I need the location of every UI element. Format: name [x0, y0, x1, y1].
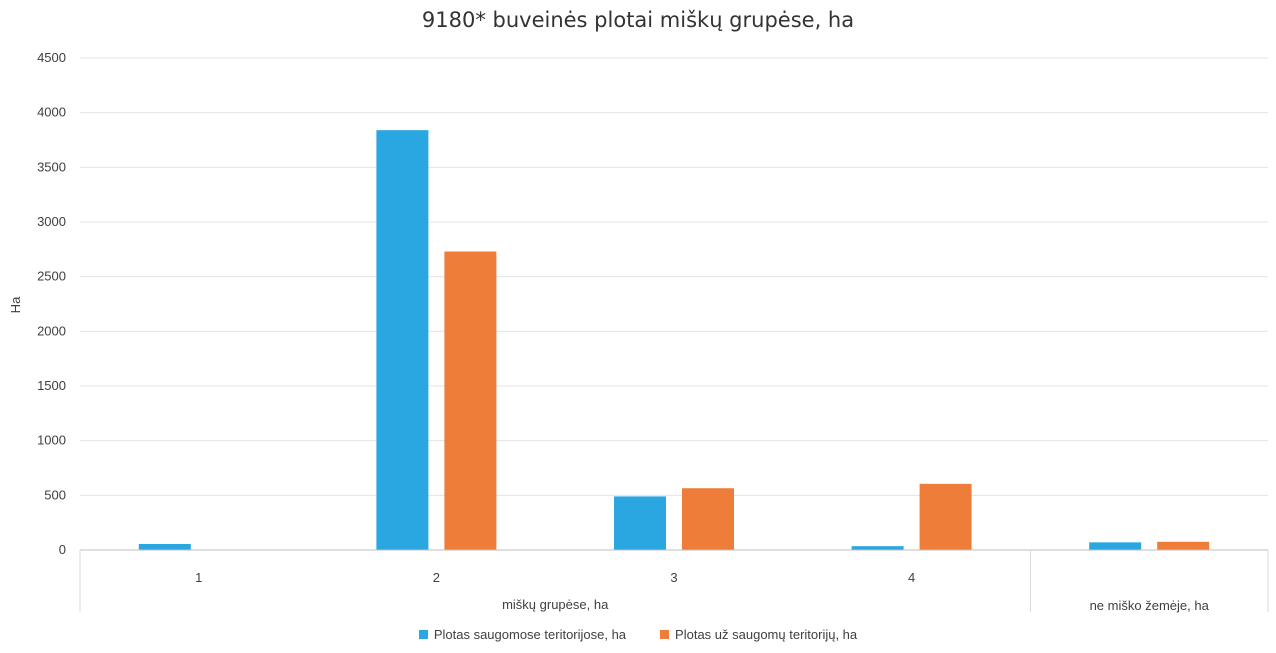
y-tick-label-3500: 3500	[37, 159, 66, 174]
x-tick-label-2: 2	[433, 570, 440, 585]
bar-series1-cat4	[1157, 541, 1210, 550]
bar-series0-cat4	[1089, 542, 1142, 550]
x-tick-label-1: 1	[195, 570, 202, 585]
bars	[138, 130, 1210, 550]
legend-item-outside: Plotas už saugomų teritorijų, ha	[660, 627, 857, 642]
x-tick-label-4: 4	[908, 570, 915, 585]
x-group-label-non-forest: ne miško žemėje, ha	[1090, 598, 1210, 613]
y-tick-label-1500: 1500	[37, 378, 66, 393]
y-tick-label-4500: 4500	[37, 50, 66, 65]
gridlines	[80, 57, 1268, 496]
y-tick-label-1000: 1000	[37, 433, 66, 448]
bar-series1-cat1	[444, 251, 497, 550]
legend-item-protected: Plotas saugomose teritorijose, ha	[418, 627, 627, 642]
y-axis-label: Ha	[8, 296, 23, 313]
legend-swatch-outside	[660, 630, 670, 639]
x-group-label-forest: miškų grupėse, ha	[502, 597, 609, 612]
legend: Plotas saugomose teritorijose, ha Plotas…	[0, 627, 1276, 642]
y-tick-label-500: 500	[44, 487, 66, 502]
y-axis-ticks: 0 500 1000 1500 2000 2500 3000 3500 4000 4500	[37, 50, 66, 557]
bar-series0-cat0	[138, 543, 191, 550]
y-tick-label-4000: 4000	[37, 105, 66, 120]
legend-label-protected: Plotas saugomose teritorijose, ha	[433, 627, 627, 642]
legend-label-outside: Plotas už saugomų teritorijų, ha	[675, 627, 858, 642]
bar-series0-cat1	[376, 130, 429, 550]
bar-series1-cat2	[682, 488, 734, 550]
y-tick-label-3000: 3000	[37, 214, 66, 229]
y-tick-label-2500: 2500	[37, 269, 66, 284]
legend-swatch-protected	[418, 630, 428, 639]
bar-series0-cat3	[851, 546, 904, 550]
y-tick-label-0: 0	[59, 542, 66, 557]
chart-title: 9180* buveinės plotai miškų grupėse, ha	[421, 8, 855, 32]
y-tick-label-2000: 2000	[37, 323, 66, 338]
bar-series0-cat2	[614, 496, 666, 550]
x-axis: 1 2 3 4 miškų grupėse, ha ne miško žemėje, ha	[79, 549, 1269, 613]
x-tick-label-3: 3	[670, 570, 677, 585]
bar-series1-cat3	[919, 483, 972, 550]
